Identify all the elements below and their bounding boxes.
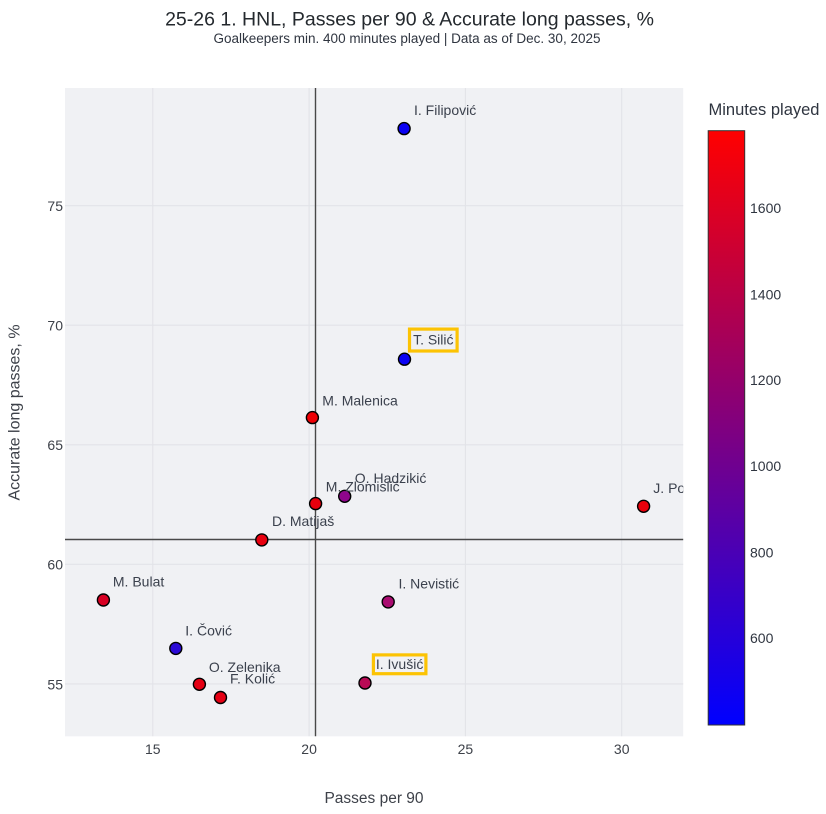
svg-text:I. Ivušić: I. Ivušić: [376, 656, 423, 672]
svg-text:600: 600: [750, 630, 774, 646]
svg-text:75: 75: [47, 198, 63, 214]
svg-text:I. Čović: I. Čović: [185, 622, 232, 638]
svg-text:30: 30: [614, 741, 630, 757]
svg-text:Accurate long passes, %: Accurate long passes, %: [7, 324, 24, 500]
svg-text:20: 20: [301, 741, 317, 757]
svg-text:70: 70: [47, 318, 63, 334]
svg-text:D. Matijaš: D. Matijaš: [272, 513, 334, 529]
svg-text:1600: 1600: [750, 200, 781, 216]
svg-text:O. Zelenika: O. Zelenika: [209, 659, 281, 675]
svg-text:I. Filipović: I. Filipović: [414, 102, 476, 118]
svg-text:M. Malenica: M. Malenica: [322, 392, 398, 408]
svg-text:25-26 1. HNL, Passes per 90 &: 25-26 1. HNL, Passes per 90 & Accurate l…: [165, 8, 654, 30]
svg-text:O. Hadzikić: O. Hadzikić: [355, 470, 427, 486]
svg-text:T. Silić: T. Silić: [413, 332, 453, 348]
svg-text:J. Posavec: J. Posavec: [653, 480, 721, 496]
svg-text:55: 55: [47, 676, 63, 692]
svg-text:15: 15: [145, 741, 161, 757]
svg-text:M. Zlomislić: M. Zlomislić: [326, 478, 400, 494]
svg-text:Goalkeepers min. 400 minutes p: Goalkeepers min. 400 minutes played | Da…: [214, 31, 601, 46]
svg-text:1000: 1000: [750, 458, 781, 474]
svg-text:25: 25: [458, 741, 474, 757]
svg-text:65: 65: [47, 437, 63, 453]
svg-text:800: 800: [750, 544, 774, 560]
svg-text:1400: 1400: [750, 286, 781, 302]
svg-text:I. Nevistić: I. Nevistić: [399, 576, 460, 592]
svg-text:F. Kolić: F. Kolić: [230, 671, 275, 687]
svg-text:1200: 1200: [750, 372, 781, 388]
svg-text:60: 60: [47, 557, 63, 573]
svg-text:Minutes played: Minutes played: [709, 101, 820, 119]
svg-text:M. Bulat: M. Bulat: [113, 574, 164, 590]
svg-text:Passes per 90: Passes per 90: [324, 790, 423, 807]
